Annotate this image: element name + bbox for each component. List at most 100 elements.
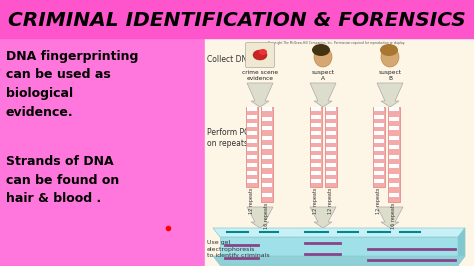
Ellipse shape	[312, 44, 330, 56]
Bar	[326, 147, 336, 151]
Bar	[374, 107, 384, 111]
Bar	[374, 115, 384, 119]
Polygon shape	[310, 207, 336, 228]
Text: 12 repeats: 12 repeats	[313, 188, 319, 214]
Bar	[247, 163, 257, 167]
Bar	[310, 107, 322, 187]
Bar	[374, 147, 384, 151]
Bar	[247, 139, 257, 143]
Bar	[389, 135, 399, 140]
Bar	[326, 155, 336, 159]
Text: 12 repeats: 12 repeats	[249, 188, 255, 214]
Bar	[311, 155, 321, 159]
Text: Strands of DNA
can be found on
hair & blood .: Strands of DNA can be found on hair & bl…	[6, 155, 119, 205]
Bar	[374, 179, 384, 182]
Bar	[389, 117, 399, 121]
Polygon shape	[377, 83, 403, 107]
Text: Use gel
electrophoresis
to identify criminals: Use gel electrophoresis to identify crim…	[207, 240, 270, 258]
Ellipse shape	[380, 44, 398, 56]
Polygon shape	[310, 83, 336, 107]
Text: Copyright The McGraw-Hill Companies, Inc. Permission required for reproduction o: Copyright The McGraw-Hill Companies, Inc…	[268, 41, 406, 45]
Bar	[247, 115, 257, 119]
Bar	[389, 107, 399, 111]
Bar	[262, 164, 272, 168]
Ellipse shape	[314, 47, 332, 67]
Polygon shape	[213, 256, 465, 265]
Text: crime scene
evidence: crime scene evidence	[242, 70, 278, 81]
Bar	[326, 179, 336, 182]
Bar	[262, 173, 272, 178]
Polygon shape	[247, 83, 273, 107]
Polygon shape	[458, 228, 465, 265]
Text: 12 repeats: 12 repeats	[328, 188, 334, 214]
Text: 16 repeats: 16 repeats	[392, 203, 396, 229]
Ellipse shape	[253, 50, 267, 60]
Bar	[325, 107, 337, 187]
Bar	[247, 179, 257, 182]
Bar	[262, 145, 272, 149]
Bar	[246, 107, 258, 187]
Bar	[205, 38, 474, 266]
Bar	[247, 155, 257, 159]
Bar	[389, 164, 399, 168]
Polygon shape	[377, 207, 403, 228]
Polygon shape	[247, 207, 273, 228]
Bar	[389, 145, 399, 149]
Bar	[326, 171, 336, 174]
Bar	[374, 123, 384, 127]
Bar	[389, 193, 399, 197]
Text: DNA fingerprinting
can be used as
biological
evidence.: DNA fingerprinting can be used as biolog…	[6, 50, 138, 118]
Bar	[311, 107, 321, 111]
FancyBboxPatch shape	[246, 43, 274, 68]
Bar	[262, 117, 272, 121]
Bar	[326, 123, 336, 127]
Bar	[262, 107, 272, 111]
Bar	[247, 107, 257, 111]
Bar	[311, 115, 321, 119]
Text: suspect
B: suspect B	[379, 70, 401, 81]
Bar	[373, 107, 385, 187]
Bar	[262, 126, 272, 130]
Bar	[247, 171, 257, 174]
Bar	[311, 123, 321, 127]
Bar	[262, 135, 272, 140]
Bar	[311, 147, 321, 151]
Bar	[247, 147, 257, 151]
Bar	[326, 131, 336, 135]
Bar	[374, 139, 384, 143]
Bar	[0, 0, 474, 38]
Bar	[0, 38, 205, 266]
Text: Collect DNA: Collect DNA	[207, 56, 253, 64]
Bar	[262, 155, 272, 159]
Bar	[374, 155, 384, 159]
Bar	[311, 163, 321, 167]
Polygon shape	[213, 228, 465, 237]
Ellipse shape	[381, 47, 399, 67]
Bar	[326, 107, 336, 111]
Bar	[374, 131, 384, 135]
Bar	[311, 131, 321, 135]
Bar	[374, 163, 384, 167]
Bar	[374, 171, 384, 174]
Bar	[311, 139, 321, 143]
Bar	[326, 115, 336, 119]
Bar	[389, 126, 399, 130]
Bar	[262, 183, 272, 187]
Bar	[389, 155, 399, 159]
Bar	[389, 183, 399, 187]
Text: suspect
A: suspect A	[311, 70, 335, 81]
Bar	[262, 193, 272, 197]
Bar	[311, 171, 321, 174]
Bar	[247, 131, 257, 135]
Text: 16 repeats: 16 repeats	[264, 203, 270, 229]
Bar	[326, 163, 336, 167]
Bar	[261, 107, 273, 202]
Bar	[220, 237, 458, 265]
Text: Perform PCR
on repeats: Perform PCR on repeats	[207, 128, 255, 148]
Bar	[389, 173, 399, 178]
Text: 12 repeats: 12 repeats	[376, 188, 382, 214]
Bar	[326, 139, 336, 143]
Bar	[311, 179, 321, 182]
Ellipse shape	[259, 49, 267, 55]
Text: CRIMINAL IDENTIFICATION & FORENSICS: CRIMINAL IDENTIFICATION & FORENSICS	[8, 10, 466, 30]
